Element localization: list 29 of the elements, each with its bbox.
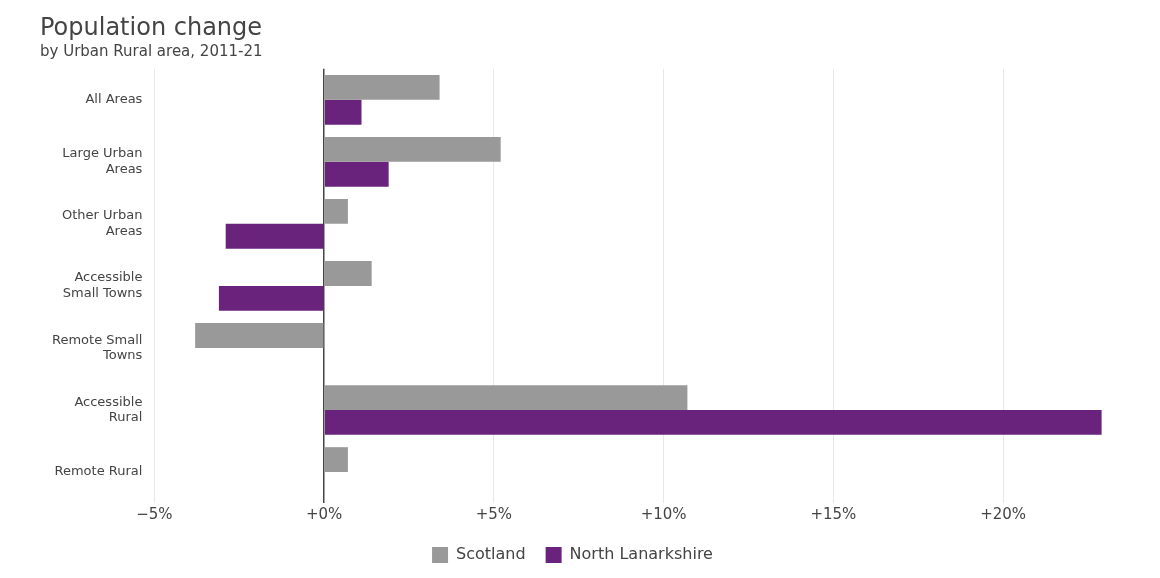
bar [195,323,324,348]
bar [324,385,688,410]
x-tick-label: +0% [305,504,343,523]
bar [324,75,440,100]
legend-label: Scotland [456,544,526,564]
x-tick-label: +5% [475,504,513,523]
y-tick-label: Accessible Rural [74,393,143,425]
legend-label: North Lanarkshire [569,544,713,564]
x-tick-label: +15% [810,504,857,523]
y-tick-label: Accessible Small Towns [62,269,143,301]
bar [218,285,324,311]
x-tick-label: +20% [980,504,1027,523]
y-tick-label: Remote Rural [54,463,143,479]
x-tick-label: −5% [136,504,173,523]
bar [324,161,389,187]
bar [324,99,362,125]
y-tick-label: All Areas [85,91,143,107]
chart-title: Population change [40,12,263,41]
bar [324,137,501,162]
y-tick-label: Other Urban Areas [62,207,143,239]
y-tick-label: Large Urban Areas [62,145,143,177]
bar [324,409,1102,435]
bar [225,223,324,249]
bar [324,199,348,224]
y-tick-label: Remote Small Towns [51,331,143,363]
x-tick-label: +10% [640,504,687,523]
bar [324,261,372,286]
bar [324,447,348,472]
chart-subtitle: by Urban Rural area, 2011-21 [40,41,263,60]
